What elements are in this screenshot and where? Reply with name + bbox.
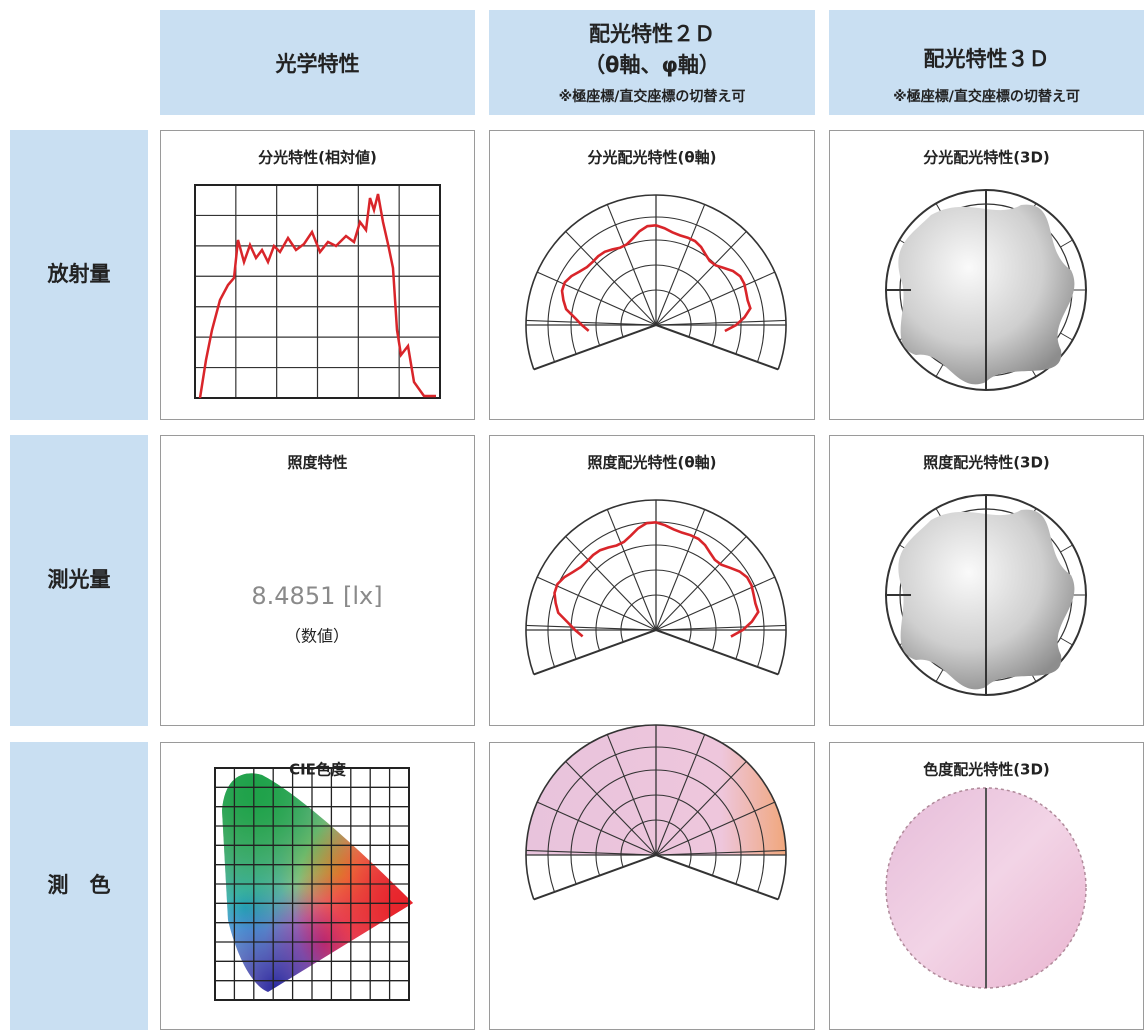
polar-spoke (537, 271, 657, 326)
row-label-cell (10, 130, 148, 420)
cell-title: 分光配光特性(3D) (923, 149, 1050, 167)
sphere-tick (1060, 239, 1073, 248)
polar-spoke (533, 854, 657, 901)
cell-title: 照度配光特性(3D) (923, 454, 1050, 472)
polar-spoke (533, 629, 657, 676)
header-title: 光学特性 (275, 52, 360, 76)
sphere-view (885, 494, 1087, 696)
row-label-cell (10, 742, 148, 1030)
cell-title: 分光特性(相対値) (258, 149, 377, 167)
reading-note: （数値） (285, 627, 349, 646)
polar-spoke (655, 271, 775, 326)
polar-spoke (526, 624, 657, 631)
polar-spoke (565, 761, 657, 856)
cell-title: CIE色度 (289, 761, 347, 779)
polar-spoke (655, 629, 779, 676)
header-title: 配光特性２Ｄ (589, 22, 715, 46)
cell-title: 照度特性 (287, 454, 347, 472)
polar-spoke (565, 231, 657, 326)
row-label: 放射量 (47, 262, 111, 286)
header-cell (489, 10, 815, 115)
polar-curve (553, 521, 760, 638)
polar-spoke (565, 536, 657, 631)
sphere-tick (1060, 544, 1073, 553)
polar-spoke (655, 734, 706, 856)
polar-spoke (655, 536, 747, 631)
polar-spoke (655, 231, 747, 326)
polar-spoke (655, 854, 779, 901)
polar-diagram (525, 724, 787, 901)
cell (160, 435, 475, 726)
cell (489, 130, 815, 420)
header-note: ※極座標/直交座標の切替え可 (893, 88, 1080, 105)
sphere-view (885, 189, 1087, 391)
plot-frame (194, 184, 441, 399)
polar-spoke (526, 319, 657, 326)
polar-spoke (606, 509, 657, 631)
polar-spoke (606, 734, 657, 856)
polar-diagram (525, 499, 787, 676)
row-label: 測 色 (48, 873, 111, 897)
plot-frame (214, 767, 410, 1001)
polar-spoke (655, 849, 786, 856)
cell (489, 435, 815, 726)
reading-value: 8.4851 [lx] (251, 582, 382, 610)
header-subtitle: （θ軸、φ軸） (584, 53, 720, 77)
spectrum-curve (198, 193, 436, 399)
sphere-view (885, 787, 1087, 989)
header-cell (829, 10, 1144, 115)
polar-spoke (655, 576, 775, 631)
sphere-tick (935, 669, 944, 682)
polar-spoke (606, 204, 657, 326)
cell-title: 色度配光特性(3D) (923, 761, 1050, 779)
spectrum-plot (194, 184, 441, 399)
polar-spoke (655, 319, 786, 326)
polar-diagram (525, 194, 787, 371)
polar-spoke (655, 761, 747, 856)
polar-spoke (533, 324, 657, 371)
polar-spoke (655, 801, 775, 856)
sphere-tick (1060, 332, 1073, 341)
row-label: 測光量 (48, 568, 111, 592)
polar-spoke (655, 204, 706, 326)
polar-spoke (537, 801, 657, 856)
polar-curve (560, 224, 752, 333)
sphere-tick (1060, 637, 1073, 646)
header-note: ※極座標/直交座標の切替え可 (559, 88, 746, 105)
cell-title: 分光配光特性(θ軸) (587, 149, 716, 167)
polar-spoke (526, 849, 657, 856)
polar-spoke (655, 624, 786, 631)
cell-title: 照度配光特性(θ軸) (587, 454, 716, 472)
sphere-tick (935, 364, 944, 377)
header-cell (160, 10, 475, 115)
header-title: 配光特性３Ｄ (924, 47, 1050, 71)
row-label-cell (10, 435, 148, 726)
polar-spoke (655, 509, 706, 631)
polar-spoke (655, 324, 779, 371)
